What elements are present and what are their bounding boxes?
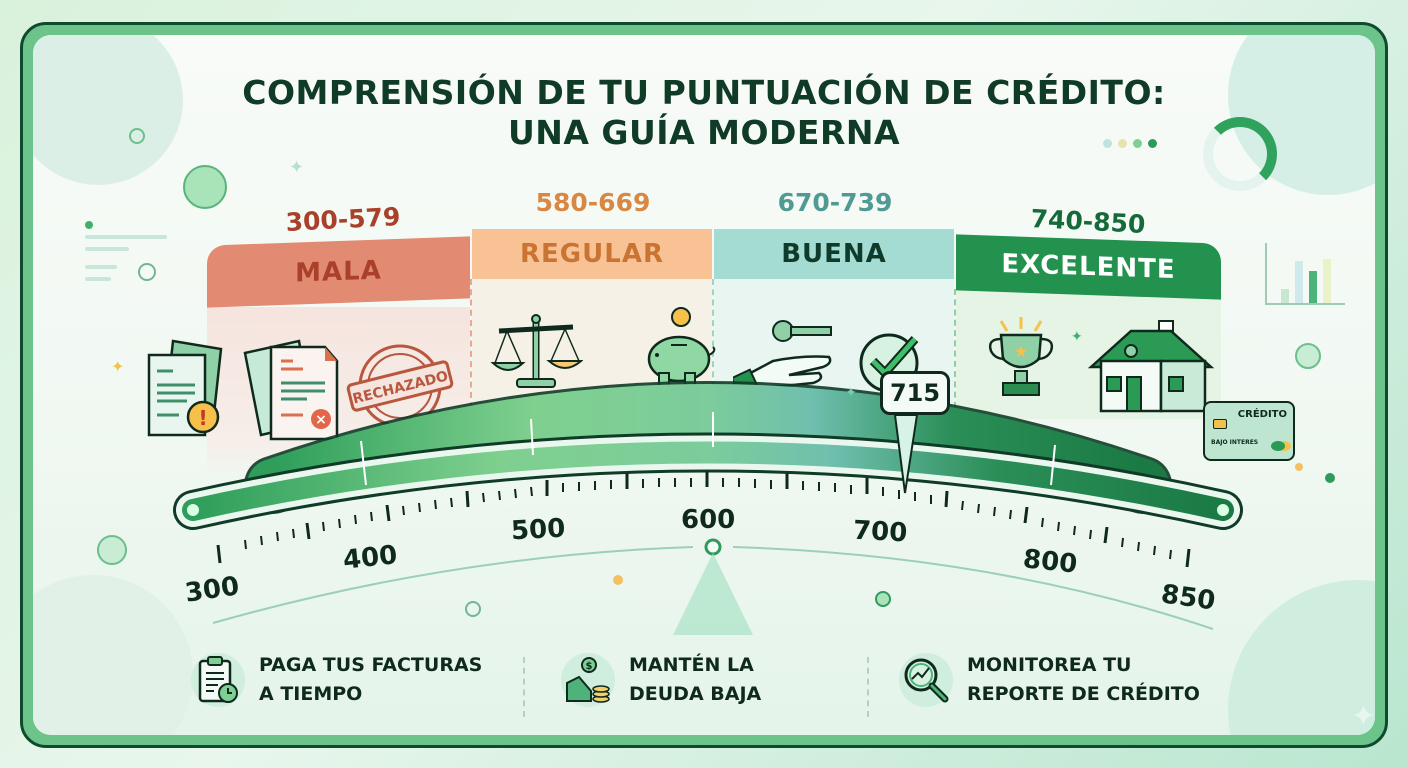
gauge-tick-600: 600	[681, 505, 736, 535]
decor-dot	[875, 591, 891, 607]
rechazado-stamp-icon: RECHAZADO	[346, 344, 454, 428]
rejected-documents-icon: ×	[243, 339, 339, 441]
card-logo	[1271, 441, 1285, 451]
tip-1-line-2: A TIEMPO	[259, 683, 363, 705]
gauge-tick-400: 400	[341, 540, 399, 576]
tip-pay-bills: PAGA TUS FACTURAS A TIEMPO	[191, 651, 482, 709]
band-divider	[712, 279, 714, 439]
range-label-regular: 580-669	[535, 188, 651, 217]
sparkle-icon: ✦	[845, 385, 857, 401]
clipboard-clock-icon	[191, 653, 245, 707]
decor-dot	[97, 535, 127, 565]
sparkle-icon: ✦	[1351, 699, 1375, 734]
card-chip	[1213, 419, 1227, 429]
decor-dot	[465, 601, 481, 617]
gauge-tick-700: 700	[852, 515, 909, 549]
tip-monitor-report: MONITOREA TU REPORTE DE CRÉDITO	[899, 651, 1200, 709]
magnifier-chart-icon	[899, 653, 953, 707]
decor-dot	[1295, 463, 1303, 471]
decor-dot	[1325, 473, 1335, 483]
decor-dot	[138, 263, 156, 281]
donut-chart-icon	[1203, 117, 1277, 191]
decor-dot	[129, 128, 145, 144]
tip-divider	[523, 657, 525, 717]
decor-dot	[613, 575, 623, 585]
sparkle-icon: ✦	[111, 357, 125, 376]
page-title: COMPRENSIÓN DE TU PUNTUACIÓN DE CRÉDITO:…	[33, 73, 1375, 153]
decor-dot	[183, 165, 227, 209]
svg-text:★: ★	[1014, 342, 1028, 361]
tip-2-line-2: DEUDA BAJA	[629, 683, 762, 705]
text-lines-decoration	[85, 221, 167, 281]
band-divider	[470, 279, 472, 439]
band-header-regular: REGULAR	[472, 229, 712, 279]
title-line-2: UNA GUÍA MODERNA	[507, 113, 901, 152]
current-score-value: 715	[889, 379, 941, 407]
decor-dot	[1295, 343, 1321, 369]
tip-2-line-1: MANTÉN LA	[629, 654, 754, 676]
house-icon	[1087, 320, 1215, 413]
infographic-panel: COMPRENSIÓN DE TU PUNTUACIÓN DE CRÉDITO:…	[33, 35, 1375, 735]
tip-3-line-2: REPORTE DE CRÉDITO	[967, 683, 1200, 705]
gauge-tick-500: 500	[510, 513, 567, 547]
band-header-buena: BUENA	[714, 229, 954, 279]
piggy-bank-icon	[647, 307, 716, 388]
card-subtitle: BAJO INTERES	[1211, 439, 1259, 446]
range-label-buena: 670-739	[777, 188, 893, 217]
current-score-badge: 715	[880, 371, 950, 415]
svg-text:!: !	[198, 406, 207, 430]
band-label-buena: BUENA	[781, 239, 887, 269]
tip-3-line-1: MONITOREA TU	[967, 654, 1132, 676]
band-label-regular: REGULAR	[520, 239, 664, 269]
card-title: CRÉDITO	[1237, 409, 1287, 420]
svg-text:$: $	[586, 661, 593, 672]
credit-card-icon: CRÉDITO BAJO INTERES	[1203, 401, 1295, 461]
score-gauge	[173, 381, 1243, 635]
title-line-1: COMPRENSIÓN DE TU PUNTUACIÓN DE CRÉDITO:	[242, 73, 1166, 112]
tip-1-line-1: PAGA TUS FACTURAS	[259, 654, 483, 676]
dots-decoration	[1103, 139, 1157, 148]
svg-text:×: ×	[315, 412, 327, 428]
tip-low-debt: $ MANTÉN LA DEUDA BAJA	[561, 651, 761, 709]
trophy-icon: ★	[988, 317, 1054, 396]
decor-blob	[33, 35, 183, 185]
sparkle-icon: ✦	[289, 157, 305, 178]
money-debt-icon: $	[561, 653, 615, 707]
gauge-tick-800: 800	[1021, 544, 1079, 580]
infographic-frame: COMPRENSIÓN DE TU PUNTUACIÓN DE CRÉDITO:…	[20, 22, 1388, 748]
balance-scale-icon	[490, 314, 583, 388]
tip-divider	[867, 657, 869, 717]
document-warning-icon: !	[147, 339, 223, 437]
bar-chart-icon	[1265, 243, 1345, 305]
sparkle-icon: ✦	[1071, 329, 1083, 345]
band-divider	[954, 289, 956, 449]
